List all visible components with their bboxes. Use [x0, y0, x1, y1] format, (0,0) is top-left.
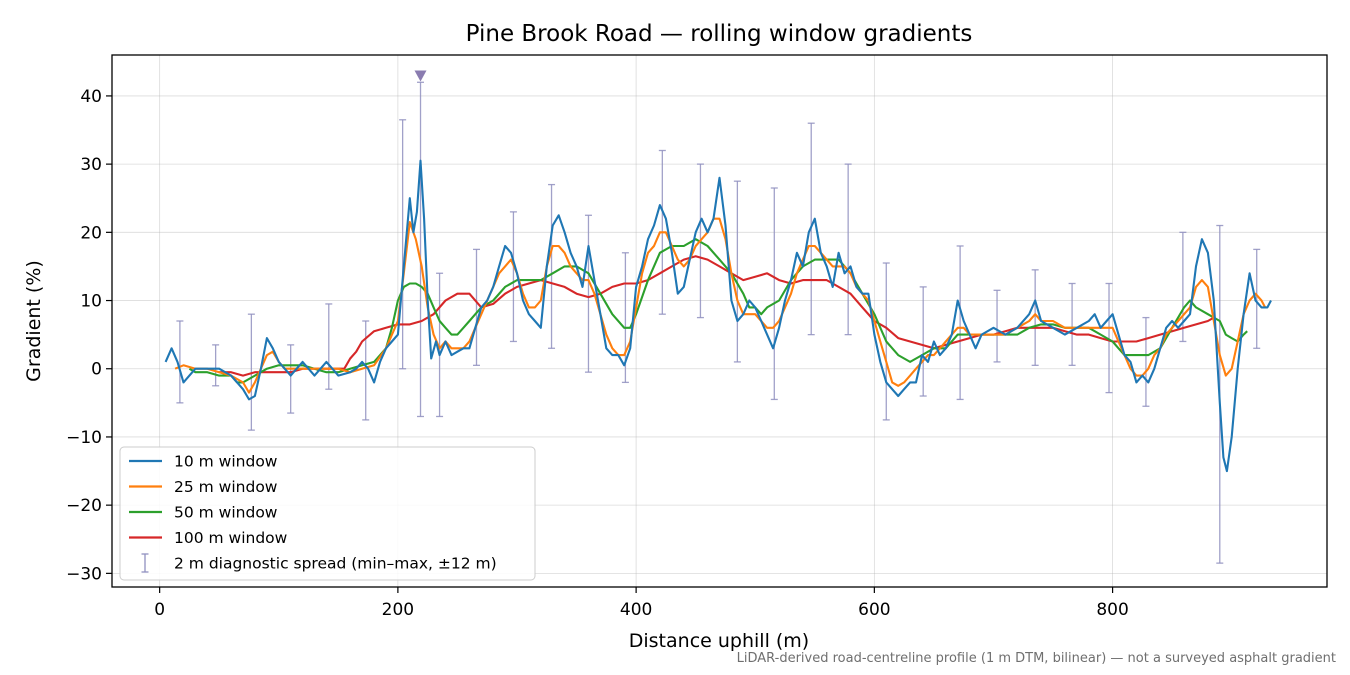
- legend-entry: 2 m diagnostic spread (min–max, ±12 m): [141, 553, 497, 573]
- legend: 10 m window 25 m window 50 m window 100 m w…: [119, 446, 536, 581]
- diagnostic-errorbar: [733, 180, 741, 363]
- x-tick-label: 600: [858, 600, 890, 620]
- legend-label: 10 m window: [174, 453, 278, 471]
- axis-ticks: 0 200 400 600 800 −30 −20 −10 0 10 20 30 40: [66, 87, 1129, 620]
- x-tick-label: 400: [620, 600, 652, 620]
- y-tick-label: −10: [66, 428, 102, 448]
- y-tick-label: 30: [80, 155, 102, 175]
- diagnostic-errorbar: [1068, 282, 1076, 366]
- diagnostic-errorbar: [436, 272, 444, 418]
- legend-label: 50 m window: [174, 504, 278, 522]
- diagnostic-errorbar: [325, 303, 333, 390]
- x-tick-label: 0: [154, 600, 165, 620]
- chart-footnote: LiDAR-derived road-centreline profile (1…: [736, 651, 1336, 666]
- diagnostic-errorbar: [417, 81, 425, 418]
- diagnostic-errorbar: [956, 245, 964, 401]
- diagnostic-errorbar: [509, 211, 517, 343]
- diagnostic-errorbar: [212, 344, 220, 387]
- series-lines: [164, 159, 1272, 473]
- diagnostic-errorbar: [1142, 316, 1150, 407]
- diagnostic-errorbar: [287, 344, 295, 414]
- y-axis-label: Gradient (%): [23, 260, 45, 382]
- diagnostic-errorbar: [770, 187, 778, 401]
- diagnostic-errorbar: [919, 286, 927, 397]
- diagnostic-errorbar: [993, 289, 1001, 363]
- legend-label: 25 m window: [174, 478, 278, 496]
- y-tick-label: 40: [80, 87, 102, 107]
- diagnostic-errorbar: [1253, 248, 1261, 349]
- diagnostic-errorbar: [1105, 282, 1113, 394]
- diagnostic-errorbar: [844, 163, 852, 336]
- x-tick-label: 800: [1096, 600, 1128, 620]
- y-tick-label: −20: [66, 496, 102, 516]
- legend-box: [119, 446, 536, 581]
- series-line: [174, 217, 1267, 394]
- diagnostic-errorbar: [548, 183, 556, 349]
- y-tick-label: 20: [80, 223, 102, 243]
- legend-entry: 25 m window: [129, 478, 278, 496]
- x-axis-label: Distance uphill (m): [629, 630, 809, 652]
- diagnostic-errorbar: [584, 214, 592, 373]
- diagnostic-errorbar: [176, 320, 184, 404]
- y-tick-label: 10: [80, 292, 102, 312]
- x-tick-label: 200: [382, 600, 414, 620]
- diagnostic-errorbar: [399, 119, 407, 370]
- legend-entry: 50 m window: [129, 504, 278, 522]
- legend-entry: 10 m window: [129, 453, 278, 471]
- legend-label: 2 m diagnostic spread (min–max, ±12 m): [174, 555, 497, 573]
- y-tick-label: −30: [66, 564, 102, 584]
- chart-title: Pine Brook Road — rolling window gradien…: [466, 21, 973, 47]
- overflow-marker: [414, 70, 427, 82]
- diagnostic-errorbar: [473, 248, 480, 366]
- series-line: [164, 159, 1272, 473]
- plot-area-frame: [111, 54, 1328, 588]
- diagnostic-errorbar: [1031, 269, 1039, 366]
- y-tick-label: 0: [91, 360, 102, 380]
- legend-label: 100 m window: [174, 529, 288, 547]
- legend-entry: 100 m window: [129, 529, 288, 547]
- series-line: [219, 255, 1215, 377]
